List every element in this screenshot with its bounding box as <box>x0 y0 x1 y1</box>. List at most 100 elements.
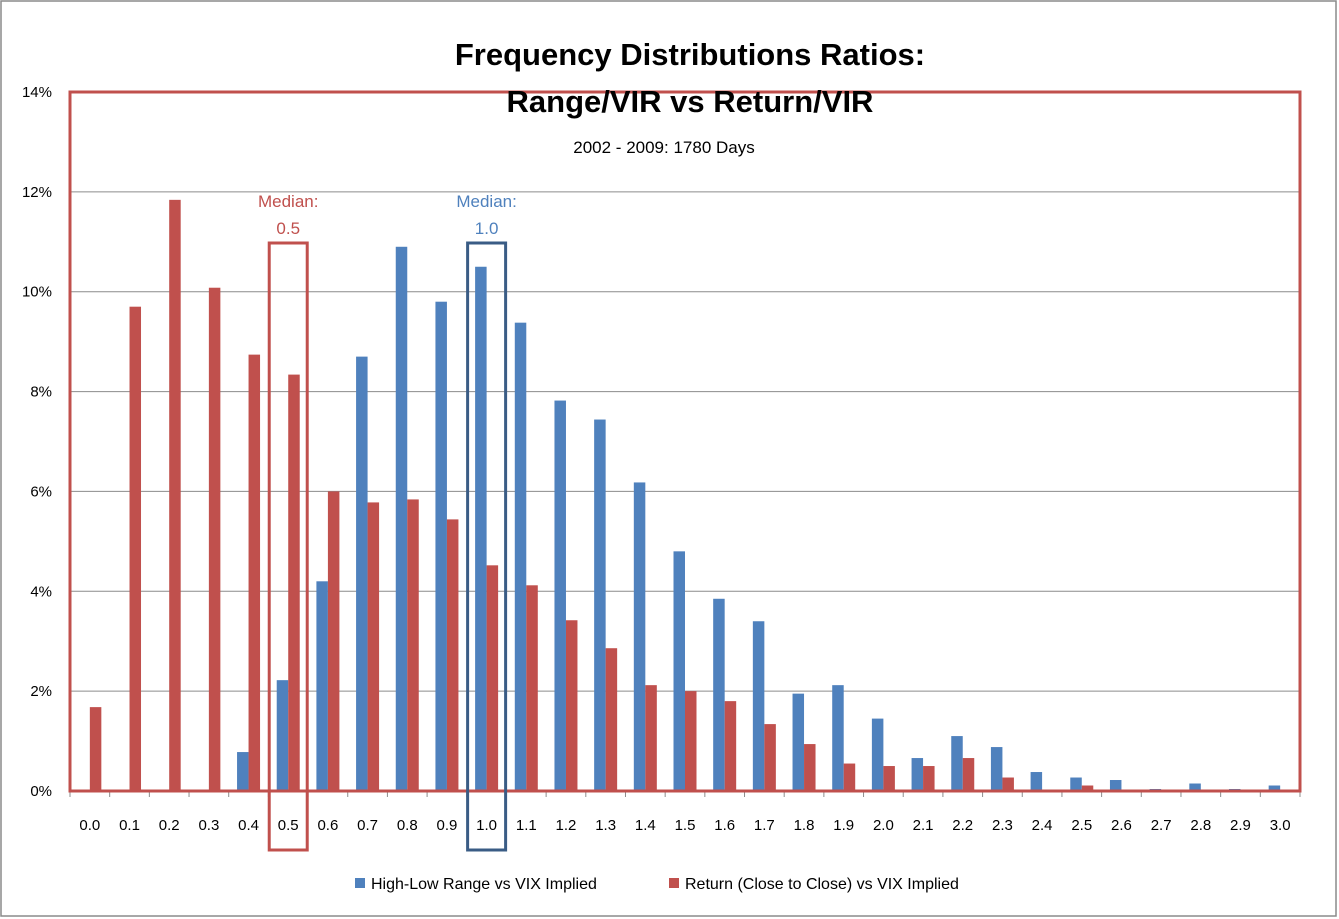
bar-return-1.4 <box>645 685 657 791</box>
axes: 0% 2% 4% 6% 8% 10% 12% 14% 0.0 0.1 0.2 0.3 0.4 0.5 0.6… <box>22 84 1301 834</box>
legend-label-range: High-Low Range vs VIX Implied <box>371 876 597 893</box>
x-tick-label: 2.9 <box>1230 817 1251 834</box>
y-tick-label: 10% <box>22 284 52 301</box>
x-tick-label: 1.1 <box>516 817 537 834</box>
x-tick-label: 1.9 <box>833 817 854 834</box>
bar-range-1.3 <box>594 419 606 791</box>
x-tick-label: 1.4 <box>635 817 656 834</box>
legend-swatch-return <box>669 878 679 888</box>
bar-range-1.7 <box>752 621 765 791</box>
bar-range-2.4 <box>1030 772 1043 791</box>
bar-return-2.0 <box>883 766 895 791</box>
bar-return-0.2 <box>169 199 181 792</box>
bar-range-2.1 <box>911 758 924 791</box>
x-tick-label: 2.2 <box>952 817 973 834</box>
bar-range-1.0 <box>475 266 487 791</box>
bar-return-2.3 <box>1002 777 1014 791</box>
bar-range-1.4 <box>633 482 646 791</box>
y-tick-label: 6% <box>30 483 52 500</box>
x-tick-label: 1.6 <box>714 817 735 834</box>
bar-range-3.0 <box>1268 785 1281 791</box>
bar-range-1.2 <box>554 400 566 791</box>
x-tick-label: 2.3 <box>992 817 1013 834</box>
x-tick-label: 0.1 <box>119 817 140 834</box>
bar-return-1.7 <box>764 724 776 791</box>
x-tick-label: 1.3 <box>595 817 616 834</box>
bar-range-2.3 <box>990 747 1003 791</box>
x-tick-label: 2.0 <box>873 817 894 834</box>
bar-range-1.8 <box>792 693 805 791</box>
bar-return-0.3 <box>208 287 221 791</box>
x-tick-label: 2.7 <box>1151 817 1172 834</box>
x-tick-label: 2.5 <box>1071 817 1092 834</box>
median-value-1.0: 1.0 <box>475 219 499 238</box>
bar-return-2.1 <box>923 766 935 791</box>
bar-range-1.5 <box>673 551 685 791</box>
bar-return-0.9 <box>446 519 459 791</box>
y-tick-label: 4% <box>30 583 52 600</box>
x-tick-label: 2.8 <box>1190 817 1211 834</box>
x-tick-label: 2.1 <box>913 817 934 834</box>
x-tick-label: 0.0 <box>79 817 100 834</box>
bar-return-0.7 <box>367 502 380 791</box>
legend: High-Low Range vs VIX Implied Return (Cl… <box>355 876 959 893</box>
bar-return-2.2 <box>962 758 975 791</box>
bar-range-2.2 <box>951 736 963 791</box>
bar-range-2.5 <box>1070 777 1082 791</box>
bar-return-0.5 <box>288 374 300 791</box>
plot-area-outline <box>68 90 1302 793</box>
bar-return-1.8 <box>804 744 816 791</box>
y-tick-label: 14% <box>22 84 52 101</box>
median-annotations: Median: 0.5 Median: 1.0 <box>258 192 517 852</box>
y-tick-label: 8% <box>30 384 52 401</box>
bar-range-2.8 <box>1189 783 1201 791</box>
x-tick-label: 0.7 <box>357 817 378 834</box>
x-tick-label: 0.8 <box>397 817 418 834</box>
bar-range-1.9 <box>832 685 844 791</box>
bar-range-0.7 <box>356 356 368 791</box>
x-tick-label: 1.0 <box>476 817 497 834</box>
x-tick-label: 3.0 <box>1270 817 1291 834</box>
median-label-1.0: Median: <box>456 192 516 211</box>
x-tick-label: 1.8 <box>794 817 815 834</box>
x-tick-label: 2.6 <box>1111 817 1132 834</box>
bar-range-0.6 <box>316 581 328 791</box>
x-tick-label: 0.5 <box>278 817 299 834</box>
y-tick-label: 12% <box>22 184 52 201</box>
x-tick-label: 2.4 <box>1032 817 1053 834</box>
bar-return-1.1 <box>526 585 538 791</box>
bar-range-0.4 <box>237 752 249 791</box>
chart-subtitle: 2002 - 2009: 1780 Days <box>573 138 754 157</box>
x-tick-label: 1.5 <box>675 817 696 834</box>
bar-range-1.6 <box>713 598 725 791</box>
bar-return-0.6 <box>327 491 340 791</box>
bar-range-0.5 <box>276 680 289 791</box>
bar-return-0.8 <box>407 499 419 791</box>
chart-title-line2: Range/VIR vs Return/VIR <box>507 84 874 119</box>
bar-return-0.1 <box>129 306 142 791</box>
x-tick-label: 1.2 <box>556 817 577 834</box>
y-tick-label: 0% <box>30 783 52 800</box>
median-box-0.5 <box>267 241 309 852</box>
x-tick-label: 0.3 <box>198 817 219 834</box>
bar-return-1.3 <box>605 648 618 791</box>
x-tick-label: 0.4 <box>238 817 259 834</box>
bar-return-2.5 <box>1081 785 1094 791</box>
median-value-0.5: 0.5 <box>276 219 300 238</box>
bar-return-1.0 <box>486 565 499 791</box>
bar-range-2.0 <box>871 718 884 791</box>
x-tick-label: 0.9 <box>437 817 458 834</box>
bar-range-2.6 <box>1109 780 1122 791</box>
x-tick-label: 0.2 <box>159 817 180 834</box>
bar-range-0.9 <box>435 301 447 791</box>
median-box-1.0 <box>466 241 508 852</box>
median-label-0.5: Median: <box>258 192 318 211</box>
x-tick-label: 0.6 <box>317 817 338 834</box>
bar-return-1.6 <box>724 701 737 791</box>
bar-return-0.4 <box>248 354 261 791</box>
bar-return-1.2 <box>565 620 578 791</box>
legend-label-return: Return (Close to Close) vs VIX Implied <box>685 876 959 893</box>
